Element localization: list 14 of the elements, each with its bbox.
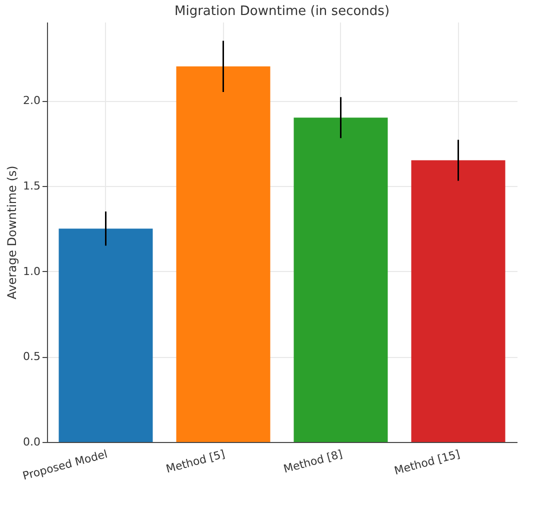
bar: [58, 228, 153, 442]
bar: [176, 66, 270, 442]
x-tick-label: Method [5]: [164, 448, 226, 476]
x-tick-label: Method [15]: [392, 448, 462, 478]
y-tick-label: 2.0: [23, 94, 40, 108]
bar: [294, 118, 388, 442]
chart-title: Migration Downtime (in seconds): [174, 4, 390, 19]
y-tick-label: 0.0: [23, 436, 40, 448]
y-tick-label: 1.5: [23, 179, 40, 192]
y-axis-title: Average Downtime (s): [5, 166, 20, 300]
x-tick-label: Method [8]: [282, 448, 344, 476]
y-tick-label: 1.0: [23, 264, 40, 278]
bar: [411, 160, 506, 442]
y-tick-label: 0.5: [23, 350, 40, 364]
